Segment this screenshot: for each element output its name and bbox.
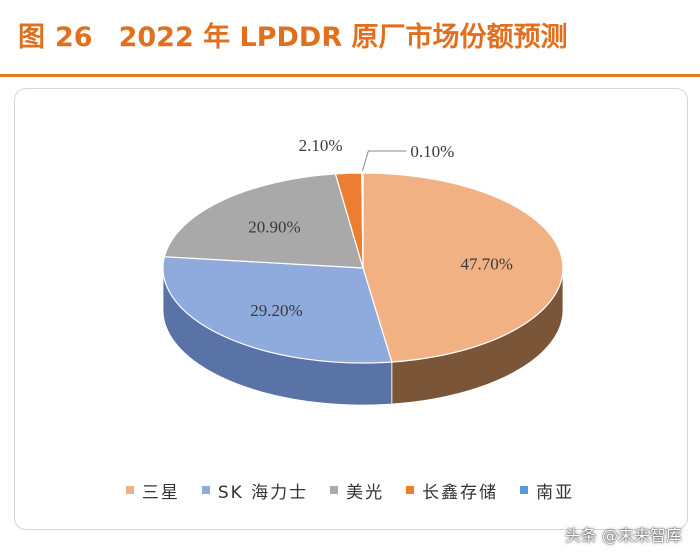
legend-item-3: 长鑫存储	[406, 478, 498, 503]
figure-header: 图 26 2022 年 LPDDR 原厂市场份额预测	[18, 16, 682, 60]
legend-label: 美光	[346, 482, 385, 503]
legend-item-1: SK 海力士	[201, 478, 309, 503]
chart-title: 2022 年 LPDDR 原厂市场份额预测	[118, 22, 568, 53]
data-label-3: 2.10%	[299, 136, 343, 155]
legend-label: SK 海力士	[217, 482, 309, 503]
pie-slice-0	[362, 172, 564, 363]
legend-label: 三星	[141, 482, 180, 503]
leader-line-4	[361, 150, 407, 172]
legend-swatch	[330, 486, 339, 494]
figure-label: 图	[18, 22, 45, 53]
data-label-4: 0.10%	[410, 142, 454, 161]
legend-item-2: 美光	[330, 478, 384, 503]
data-label-2: 20.90%	[248, 218, 300, 237]
pie-slice-4	[361, 172, 364, 269]
pie-slice-2	[163, 173, 364, 269]
legend-swatch	[125, 486, 134, 494]
data-label-1: 29.20%	[250, 301, 302, 320]
data-label-0: 47.70%	[460, 255, 512, 274]
legend-swatch	[406, 486, 415, 494]
legend-label: 南亚	[536, 482, 575, 503]
legend-item-0: 三星	[125, 478, 180, 503]
header-divider	[0, 74, 700, 77]
chart-legend: 三星 SK 海力士 美光 长鑫存储 南亚	[0, 476, 700, 504]
pie-tops	[162, 172, 564, 364]
pie-slice-1	[162, 256, 393, 364]
legend-label: 长鑫存储	[422, 482, 499, 503]
legend-swatch	[201, 486, 210, 494]
figure-number: 26	[55, 22, 93, 53]
legend-item-4: 南亚	[520, 478, 574, 503]
watermark: 头条 @未来智库	[564, 526, 682, 545]
pie-labels: 47.70% 29.20% 20.90% 2.10% 0.10%	[248, 136, 513, 320]
legend-swatch	[520, 486, 529, 494]
